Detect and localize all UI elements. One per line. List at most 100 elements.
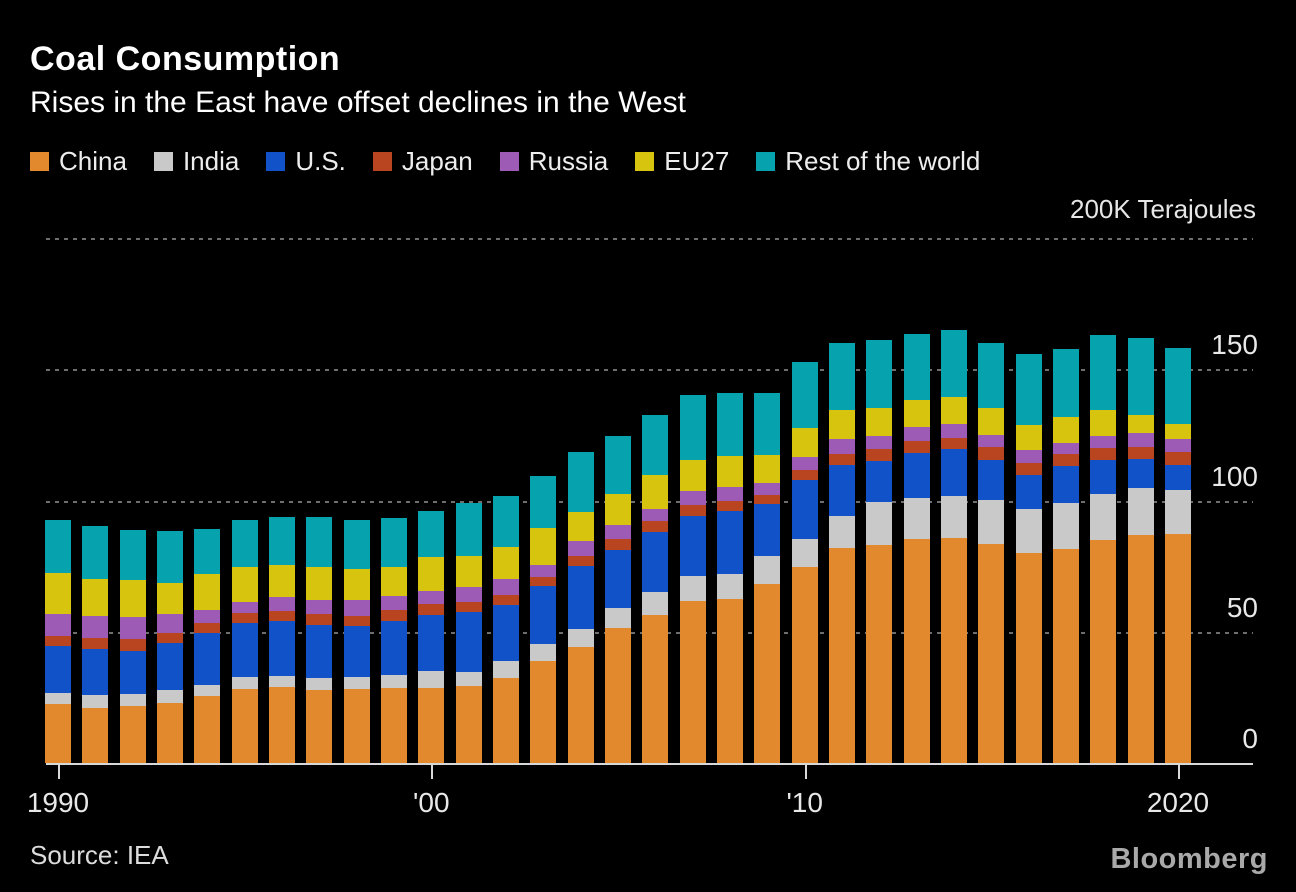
bar-segment-india-2014 xyxy=(941,495,967,539)
bar-segment-u-s-1993 xyxy=(157,642,183,691)
bar-2005 xyxy=(605,435,631,763)
bar-segment-india-1995 xyxy=(231,676,258,689)
bar-segment-u-s-2014 xyxy=(941,449,967,496)
bar-segment-u-s-2003 xyxy=(530,585,557,644)
bar-segment-u-s-2008 xyxy=(717,511,743,574)
bar-segment-india-2002 xyxy=(493,661,519,679)
legend-label-russia: Russia xyxy=(528,146,609,176)
bar-segment-u-s-2010 xyxy=(791,480,818,540)
bar-segment-india-1996 xyxy=(269,675,295,687)
y-axis-label-100: 100 xyxy=(1211,460,1258,492)
bar-segment-japan-2005 xyxy=(605,539,631,551)
bar-segment-russia-2011 xyxy=(829,439,855,455)
bar-segment-eu27-2012 xyxy=(866,407,893,436)
bar-segment-rest-of-the-world-1991 xyxy=(82,526,109,579)
bar-segment-india-2015 xyxy=(978,500,1005,544)
bar-segment-japan-2019 xyxy=(1127,446,1154,460)
bar-segment-russia-2018 xyxy=(1090,435,1117,449)
x-axis-tick-1990 xyxy=(58,765,60,779)
bar-segment-china-2007 xyxy=(679,600,706,763)
bar-segment-eu27-2015 xyxy=(978,407,1005,435)
bar-segment-u-s-1994 xyxy=(194,632,221,686)
bar-segment-eu27-1992 xyxy=(119,579,146,618)
bar-segment-u-s-2017 xyxy=(1053,465,1079,504)
bar-2015 xyxy=(978,343,1005,763)
bar-2003 xyxy=(530,476,557,763)
bar-1997 xyxy=(306,517,333,763)
y-axis-unit-label: 200K Terajoules xyxy=(1070,194,1256,224)
legend-swatch-india xyxy=(153,152,173,171)
bar-segment-eu27-2005 xyxy=(605,494,631,525)
bar-segment-eu27-2018 xyxy=(1090,410,1117,436)
bar-segment-japan-2001 xyxy=(455,601,482,612)
bar-segment-china-2016 xyxy=(1015,552,1042,763)
gridline-150 xyxy=(46,369,1253,372)
bar-segment-russia-1992 xyxy=(119,617,146,640)
legend-label-eu27: EU27 xyxy=(664,146,730,176)
legend-swatch-eu27 xyxy=(635,152,655,171)
chart-subtitle: Rises in the East have offset declines i… xyxy=(30,86,686,119)
bar-segment-japan-1999 xyxy=(381,609,407,621)
bar-segment-japan-2009 xyxy=(754,495,781,505)
bar-segment-japan-1994 xyxy=(194,622,221,633)
bar-2012 xyxy=(866,340,893,763)
bar-segment-u-s-2000 xyxy=(418,614,445,672)
bar-segment-eu27-2014 xyxy=(941,396,967,424)
bar-segment-china-2005 xyxy=(605,627,631,763)
bar-2006 xyxy=(642,414,669,763)
bar-segment-eu27-1990 xyxy=(45,573,71,614)
bar-segment-rest-of-the-world-2017 xyxy=(1053,348,1079,418)
x-axis-label-2000: '00 xyxy=(413,787,450,818)
bar-segment-china-2014 xyxy=(941,538,967,763)
bar-segment-china-2001 xyxy=(455,685,482,763)
bar-segment-india-2009 xyxy=(754,555,781,585)
legend-item-u-s: U.S. xyxy=(266,146,346,176)
bar-segment-russia-2013 xyxy=(903,426,930,441)
bar-segment-u-s-1991 xyxy=(82,648,109,695)
bar-segment-russia-2004 xyxy=(567,541,594,556)
bar-segment-rest-of-the-world-1997 xyxy=(306,517,333,567)
bar-segment-india-1993 xyxy=(157,690,183,703)
bar-2000 xyxy=(418,510,445,763)
x-axis-line xyxy=(46,763,1253,765)
bar-segment-japan-2003 xyxy=(530,576,557,586)
bar-segment-india-1992 xyxy=(119,694,146,706)
bar-2001 xyxy=(455,503,482,763)
legend-label-japan: Japan xyxy=(401,146,473,176)
bar-segment-rest-of-the-world-1994 xyxy=(194,528,221,575)
x-axis-tick-2010 xyxy=(804,765,807,779)
bar-segment-china-2006 xyxy=(642,615,669,763)
bar-segment-rest-of-the-world-2012 xyxy=(866,340,893,408)
bar-segment-china-2008 xyxy=(717,599,743,763)
y-axis-label-150: 150 xyxy=(1211,329,1258,361)
bar-segment-eu27-2008 xyxy=(717,456,743,487)
bar-segment-eu27-2003 xyxy=(530,528,557,565)
bar-segment-rest-of-the-world-2009 xyxy=(754,393,781,455)
legend-swatch-japan xyxy=(372,152,392,171)
bar-segment-japan-2016 xyxy=(1015,462,1042,475)
bar-segment-india-2000 xyxy=(418,671,445,689)
bar-segment-india-2013 xyxy=(903,498,930,540)
bar-segment-eu27-1999 xyxy=(381,566,407,596)
bar-segment-japan-2014 xyxy=(941,438,967,450)
bar-segment-russia-2007 xyxy=(679,491,706,505)
bar-segment-japan-2010 xyxy=(791,470,818,481)
bar-segment-russia-1996 xyxy=(269,597,295,612)
bar-segment-china-1996 xyxy=(269,686,295,763)
bar-segment-japan-2000 xyxy=(418,603,445,615)
bar-segment-india-2003 xyxy=(530,643,557,662)
bar-segment-u-s-2007 xyxy=(679,515,706,576)
bar-segment-russia-1995 xyxy=(231,601,258,613)
bar-2002 xyxy=(493,496,519,763)
bar-segment-rest-of-the-world-1990 xyxy=(45,520,71,574)
bar-segment-russia-1999 xyxy=(381,595,407,610)
legend-label-u-s: U.S. xyxy=(295,146,346,176)
bar-segment-russia-1997 xyxy=(306,600,333,615)
legend-swatch-u-s xyxy=(266,152,286,171)
bar-segment-india-1997 xyxy=(306,678,333,691)
bar-segment-eu27-1991 xyxy=(82,578,109,616)
bar-1999 xyxy=(381,517,407,763)
bar-segment-eu27-2001 xyxy=(455,555,482,588)
bar-segment-japan-1995 xyxy=(231,612,258,623)
